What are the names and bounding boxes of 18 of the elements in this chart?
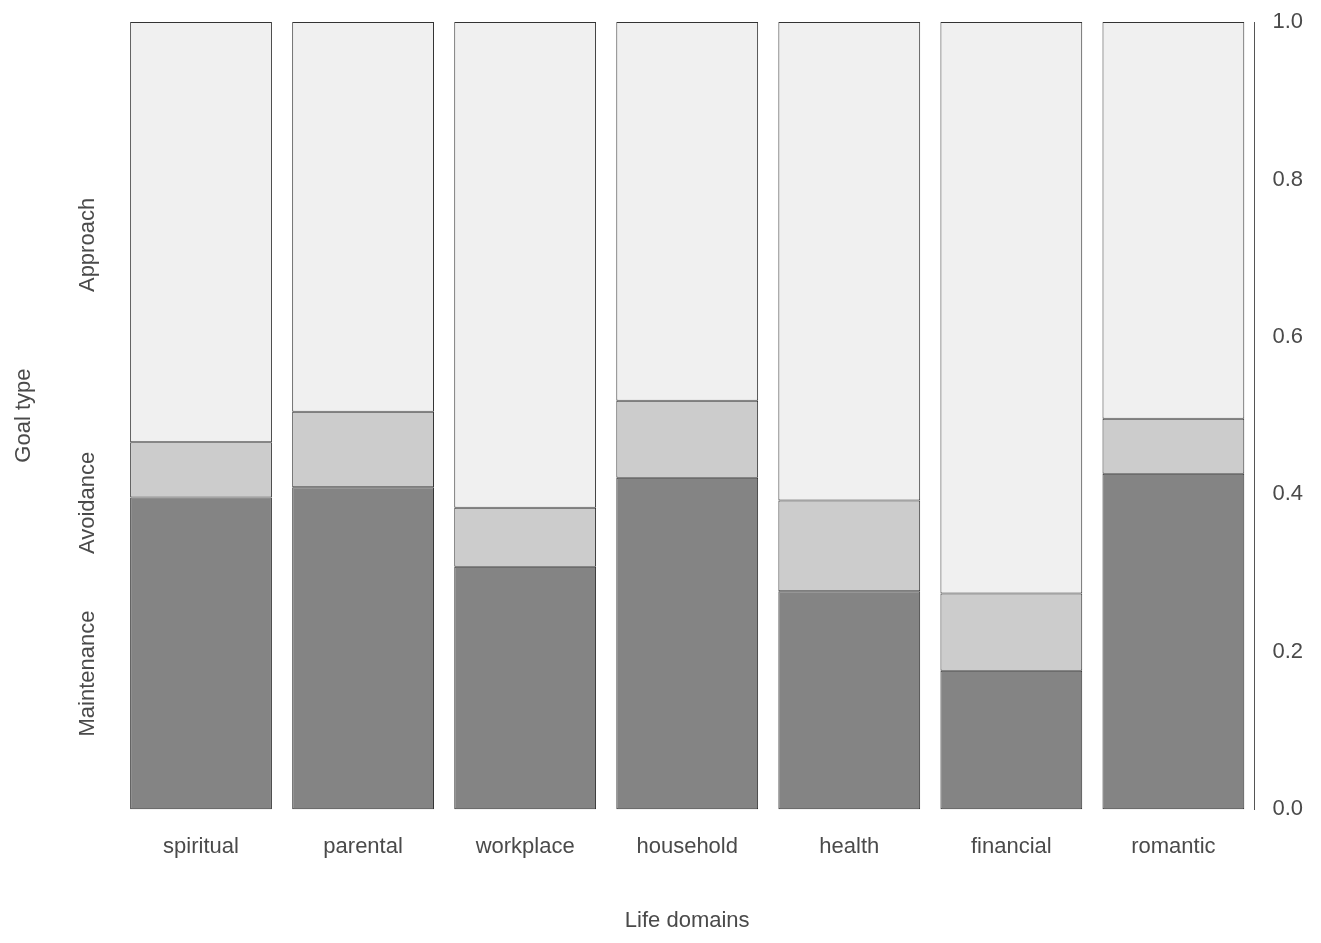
text: Avoidance <box>74 451 100 555</box>
y-tick-label: 0.0 <box>1272 795 1304 821</box>
x-tick-label: household <box>636 833 738 859</box>
y-tick-label: 0.8 <box>1272 165 1304 191</box>
x-tick-label: spiritual <box>163 833 239 859</box>
y-axis-title: Goal type <box>10 368 36 463</box>
x-tick-label: workplace <box>474 833 575 859</box>
x-axis-title: Life domains <box>624 906 750 932</box>
y-tick-label: 0.6 <box>1272 322 1304 348</box>
y-tick-label: 0.2 <box>1272 637 1304 663</box>
y-tick-label: 0.4 <box>1272 480 1304 506</box>
y-tick-label: 1.0 <box>1272 8 1304 34</box>
text: Approach <box>74 197 100 293</box>
x-tick-label: financial <box>970 833 1052 859</box>
x-tick-label: health <box>819 833 880 859</box>
x-tick-label: romantic <box>1131 833 1216 859</box>
x-tick-label: parental <box>323 833 403 859</box>
text: Maintenance <box>74 610 100 737</box>
